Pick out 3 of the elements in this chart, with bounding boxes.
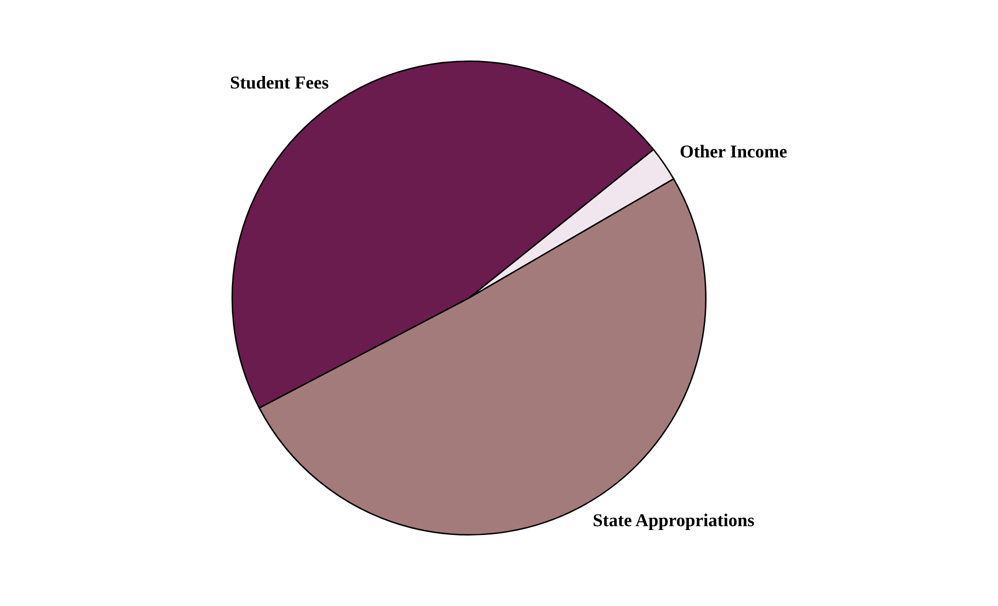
slice-label: State Appropriations — [594, 514, 754, 530]
slice-label: Other Income — [680, 144, 787, 158]
slice-label: Student Fees — [230, 76, 328, 89]
